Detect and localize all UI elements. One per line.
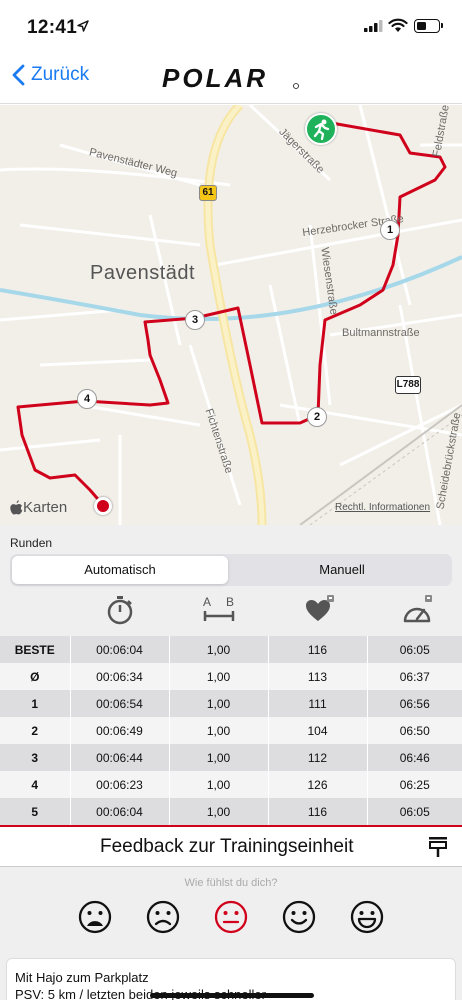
- legal-link[interactable]: Rechtl. Informationen: [335, 502, 431, 513]
- happy-face-icon[interactable]: [282, 900, 316, 934]
- lap-distance: 1,00: [169, 636, 269, 663]
- heart-rate-icon: [306, 595, 334, 621]
- table-row: 1 00:06:54 1,00 111 06:56: [0, 690, 462, 717]
- polar-logo: POLAR: [162, 65, 299, 91]
- route-number-badge: 61: [199, 185, 217, 201]
- collapse-icon[interactable]: [428, 836, 448, 858]
- table-row: Ø 00:06:34 1,00 113 06:37: [0, 663, 462, 690]
- column-header-icons: A B: [0, 595, 462, 635]
- feedback-header[interactable]: Feedback zur Trainingseinheit: [0, 827, 462, 867]
- distance-icon: A B: [203, 595, 235, 621]
- maps-attribution: Karten: [10, 499, 67, 516]
- lap-time: 00:06:44: [70, 744, 170, 771]
- lap-label: BESTE: [0, 636, 71, 663]
- cellular-signal-icon: [364, 20, 383, 32]
- lap-label: 1: [0, 690, 71, 717]
- lap-heart-rate: 112: [268, 744, 368, 771]
- street-label: Bultmannstraße: [342, 327, 420, 339]
- table-row: 3 00:06:44 1,00 112 06:46: [0, 744, 462, 771]
- lap-label: 5: [0, 798, 71, 825]
- lap-pace: 06:50: [367, 717, 462, 744]
- lap-heart-rate: 113: [268, 663, 368, 690]
- maps-attribution-label: Karten: [23, 499, 68, 516]
- town-label: Pavenstädt: [90, 262, 196, 284]
- lap-time: 00:06:23: [70, 771, 170, 798]
- very-sad-face-icon[interactable]: [78, 900, 112, 934]
- lap-time: 00:06:04: [70, 636, 170, 663]
- location-arrow-icon: [77, 20, 89, 32]
- svg-text:B: B: [226, 595, 234, 609]
- lap-time: 00:06:54: [70, 690, 170, 717]
- table-row: 5 00:06:04 1,00 116 06:05: [0, 798, 462, 825]
- lap-pace: 06:56: [367, 690, 462, 717]
- table-row: 2 00:06:49 1,00 104 06:50: [0, 717, 462, 744]
- svg-text:POLAR: POLAR: [162, 65, 268, 91]
- lap-heart-rate: 116: [268, 636, 368, 663]
- lap-pace: 06:46: [367, 744, 462, 771]
- lap-pace: 06:25: [367, 771, 462, 798]
- lap-time: 00:06:34: [70, 663, 170, 690]
- lap-time: 00:06:49: [70, 717, 170, 744]
- battery-icon: [414, 19, 443, 33]
- lap-heart-rate: 126: [268, 771, 368, 798]
- lap-distance: 1,00: [169, 717, 269, 744]
- table-row: BESTE 00:06:04 1,00 116 06:05: [0, 636, 462, 663]
- lap-heart-rate: 104: [268, 717, 368, 744]
- lap-marker-1[interactable]: 1: [380, 220, 400, 240]
- lap-label: 3: [0, 744, 71, 771]
- lap-pace: 06:05: [367, 798, 462, 825]
- lap-marker-4[interactable]: 4: [77, 389, 97, 409]
- lap-distance: 1,00: [169, 690, 269, 717]
- lap-marker-2[interactable]: 2: [307, 407, 327, 427]
- lap-label: Ø: [0, 663, 71, 690]
- lap-distance: 1,00: [169, 663, 269, 690]
- notes-line: Mit Hajo zum Parkplatz: [15, 970, 149, 985]
- navigation-bar: Zurück POLAR: [0, 52, 462, 104]
- lap-time: 00:06:04: [70, 798, 170, 825]
- tab-automatisch[interactable]: Automatisch: [12, 556, 228, 584]
- feedback-title: Feedback zur Trainingseinheit: [100, 836, 354, 857]
- svg-text:A: A: [203, 595, 211, 609]
- lap-marker-3[interactable]: 3: [185, 310, 205, 330]
- home-indicator[interactable]: [150, 993, 314, 998]
- neutral-face-icon[interactable]: [214, 900, 248, 934]
- wifi-icon: [388, 18, 408, 32]
- back-label: Zurück: [31, 64, 90, 85]
- lap-distance: 1,00: [169, 798, 269, 825]
- route-map[interactable]: Pavenstädter Weg Jägerstraße Herzebrocke…: [0, 105, 462, 525]
- very-happy-face-icon[interactable]: [350, 900, 384, 934]
- pace-icon: [403, 595, 432, 623]
- clock: 12:41: [27, 17, 78, 38]
- table-row: 4 00:06:23 1,00 126 06:25: [0, 771, 462, 798]
- start-runner-icon[interactable]: [305, 113, 337, 145]
- lap-pace: 06:05: [367, 636, 462, 663]
- feeling-question: Wie fühlst du dich?: [184, 877, 278, 889]
- stopwatch-icon: [107, 596, 133, 625]
- laps-section: Runden Automatisch Manuell A B: [0, 525, 462, 1000]
- lap-distance: 1,00: [169, 744, 269, 771]
- chevron-left-icon: [12, 64, 25, 86]
- back-button[interactable]: Zurück: [12, 64, 89, 86]
- status-bar: 12:41: [0, 0, 462, 52]
- end-marker-icon[interactable]: [94, 497, 112, 515]
- map-background: [0, 105, 462, 525]
- apple-icon: [10, 500, 23, 515]
- lap-heart-rate: 111: [268, 690, 368, 717]
- section-title: Runden: [10, 536, 53, 550]
- lap-label: 2: [0, 717, 71, 744]
- lap-label: 4: [0, 771, 71, 798]
- tab-manuell[interactable]: Manuell: [319, 562, 365, 577]
- laps-table: BESTE 00:06:04 1,00 116 06:05 Ø 00:06:34…: [0, 636, 462, 825]
- lap-distance: 1,00: [169, 771, 269, 798]
- lap-mode-segmented-control: Automatisch Manuell: [10, 554, 452, 586]
- lap-heart-rate: 116: [268, 798, 368, 825]
- sad-face-icon[interactable]: [146, 900, 180, 934]
- divider: [0, 825, 462, 827]
- feeling-rating: [78, 900, 388, 940]
- road-badge: L788: [395, 376, 421, 394]
- lap-pace: 06:37: [367, 663, 462, 690]
